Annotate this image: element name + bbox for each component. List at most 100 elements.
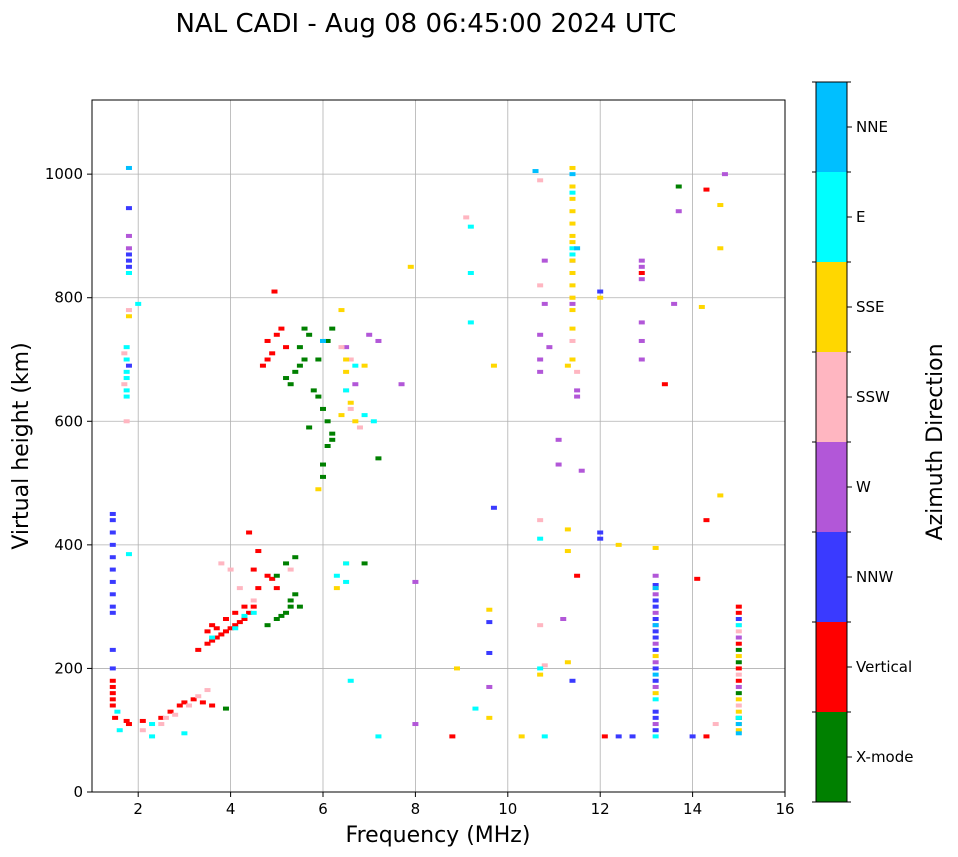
- data-point-sse: [486, 607, 493, 612]
- y-axis-ticks: 0 200 400 600 800 1000: [45, 165, 92, 801]
- data-point-nnw: [109, 542, 116, 547]
- data-point-e: [116, 728, 123, 733]
- data-point-w: [638, 320, 645, 325]
- data-point-x-mode: [273, 573, 280, 578]
- data-point-vertical: [222, 629, 229, 634]
- data-point-vertical: [250, 567, 257, 572]
- data-point-e: [241, 613, 248, 618]
- colorbar-tick-label: SSW: [856, 388, 890, 406]
- data-point-x-mode: [310, 388, 317, 393]
- data-point-vertical: [283, 345, 290, 350]
- data-point-vertical: [246, 530, 253, 535]
- data-point-vertical: [109, 678, 116, 683]
- data-point-sse: [735, 654, 742, 659]
- data-point-nne: [735, 722, 742, 727]
- data-point-nnw: [569, 678, 576, 683]
- data-point-e: [735, 715, 742, 720]
- data-point-sse: [698, 304, 705, 309]
- data-point-x-mode: [735, 660, 742, 665]
- y-tick-label: 0: [73, 783, 83, 801]
- data-point-w: [569, 301, 576, 306]
- data-point-w: [652, 592, 659, 597]
- data-point-w: [546, 345, 553, 350]
- data-point-ssw: [712, 722, 719, 727]
- data-point-nnw: [109, 555, 116, 560]
- data-point-sse: [347, 400, 354, 405]
- data-point-sse: [569, 240, 576, 245]
- colorbar-tick-label: W: [856, 478, 871, 496]
- data-point-nne: [532, 169, 539, 174]
- data-point-sse: [717, 493, 724, 498]
- data-point-nnw: [652, 583, 659, 588]
- data-point-vertical: [735, 678, 742, 683]
- data-point-sse: [569, 271, 576, 275]
- data-point-x-mode: [292, 555, 299, 560]
- data-point-vertical: [269, 576, 276, 581]
- data-point-vertical: [250, 604, 257, 609]
- data-point-sse: [569, 196, 576, 201]
- data-point-vertical: [638, 271, 645, 275]
- y-axis-label: Virtual height (km): [9, 342, 34, 549]
- data-point-vertical: [278, 326, 285, 331]
- data-point-w: [541, 258, 548, 263]
- data-point-vertical: [204, 641, 211, 646]
- x-tick-label: 8: [411, 800, 421, 818]
- data-point-vertical: [158, 715, 165, 720]
- data-point-ssw: [569, 338, 576, 343]
- data-point-e: [123, 376, 130, 381]
- data-point-sse: [597, 295, 604, 300]
- y-tick-label: 200: [54, 659, 83, 677]
- data-point-e: [123, 357, 130, 362]
- data-point-sse: [569, 283, 576, 288]
- colorbar-tick-label: NNW: [856, 568, 893, 586]
- data-point-vertical: [123, 718, 130, 723]
- data-point-nnw: [125, 363, 132, 368]
- data-point-sse: [564, 549, 571, 554]
- data-point-e: [114, 709, 121, 714]
- data-point-ssw: [121, 351, 128, 356]
- data-point-x-mode: [329, 437, 336, 442]
- data-point-vertical: [703, 187, 710, 192]
- data-point-e: [333, 573, 340, 578]
- data-point-sse: [569, 357, 576, 362]
- data-point-sse: [569, 209, 576, 214]
- data-point-x-mode: [292, 369, 299, 374]
- data-point-w: [721, 172, 728, 177]
- data-point-vertical: [255, 549, 262, 554]
- data-point-sse: [352, 419, 359, 424]
- data-point-vertical: [232, 623, 239, 628]
- data-point-x-mode: [222, 706, 229, 711]
- data-point-e: [370, 419, 377, 424]
- data-point-nnw: [652, 715, 659, 720]
- data-point-sse: [564, 363, 571, 368]
- data-point-w: [574, 394, 581, 399]
- data-point-e: [123, 369, 130, 374]
- y-tick-label: 1000: [45, 165, 83, 183]
- x-tick-label: 12: [591, 800, 610, 818]
- x-tick-label: 10: [498, 800, 517, 818]
- data-point-e: [541, 734, 548, 739]
- data-point-w: [375, 338, 382, 343]
- colorbar-tick-label: Vertical: [856, 658, 912, 676]
- data-point-ssw: [537, 178, 544, 183]
- data-point-e: [125, 271, 132, 275]
- data-point-w: [638, 277, 645, 282]
- colorbar-label: Azimuth Direction: [923, 343, 948, 540]
- data-point-sse: [569, 165, 576, 170]
- data-point-sse: [343, 357, 350, 362]
- data-point-sse: [717, 246, 724, 251]
- x-axis-label: Frequency (MHz): [346, 823, 531, 848]
- data-point-w: [652, 660, 659, 665]
- colorbar-segment-sse: [816, 262, 847, 352]
- data-point-e: [652, 734, 659, 739]
- data-point-ssw: [227, 567, 234, 572]
- data-point-sse: [717, 203, 724, 208]
- data-point-vertical: [246, 610, 253, 615]
- data-point-nnw: [652, 728, 659, 733]
- data-point-vertical: [109, 691, 116, 696]
- data-point-w: [652, 722, 659, 727]
- data-point-w: [555, 437, 562, 442]
- data-point-x-mode: [283, 376, 290, 381]
- data-point-w: [412, 722, 419, 727]
- data-point-w: [537, 369, 544, 374]
